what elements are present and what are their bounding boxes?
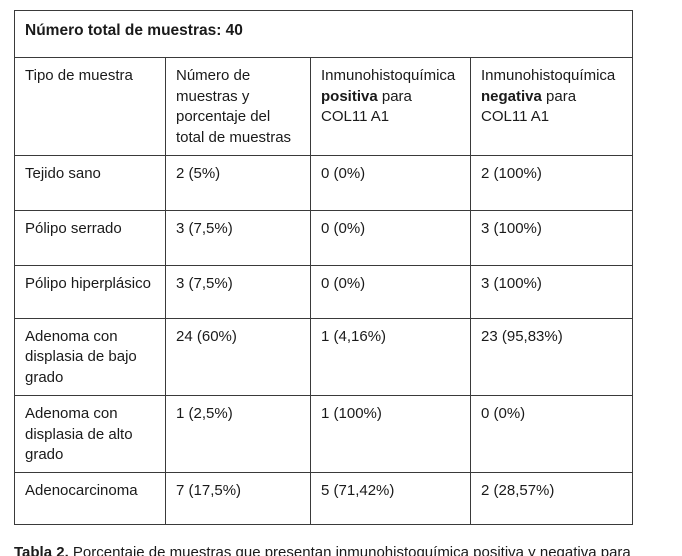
cell-muestras: 2 (5%) — [165, 154, 311, 211]
table-title-row: Número total de muestras: 40 — [14, 10, 633, 58]
table-row-tejido-sano: Tejido sano 2 (5%) 0 (0%) 2 (100%) — [14, 154, 633, 211]
cell-negativa: 3 (100%) — [470, 264, 633, 319]
cell-positiva: 0 (0%) — [310, 154, 471, 211]
cell-negativa: 3 (100%) — [470, 209, 633, 266]
table-caption: Tabla 2. Porcentaje de muestras que pres… — [14, 542, 674, 556]
cell-muestras: 3 (7,5%) — [165, 264, 311, 319]
table-header-row: Tipo de muestra Número de muestras y por… — [14, 57, 633, 156]
cell-muestras: 1 (2,5%) — [165, 394, 311, 473]
cell-muestras: 7 (17,5%) — [165, 471, 311, 525]
cell-tipo: Pólipo serrado — [14, 209, 166, 266]
cell-tipo: Adenoma con displasia de alto grado — [14, 394, 166, 473]
cell-positiva: 1 (4,16%) — [310, 317, 471, 396]
table-row-adenocarcinoma: Adenocarcinoma 7 (17,5%) 5 (71,42%) 2 (2… — [14, 471, 633, 525]
cell-negativa: 2 (100%) — [470, 154, 633, 211]
col-header-ihq-negativa: Inmunohistoquímica negativa para COL11 A… — [470, 57, 633, 156]
cell-tipo: Adenoma con displasia de bajo grado — [14, 317, 166, 396]
table-row-polipo-serrado: Pólipo serrado 3 (7,5%) 0 (0%) 3 (100%) — [14, 209, 633, 266]
cell-negativa: 0 (0%) — [470, 394, 633, 473]
results-table: Número total de muestras: 40 Tipo de mue… — [14, 10, 633, 525]
caption-label: Tabla 2. — [14, 543, 69, 556]
table-row-polipo-hiperplasico: Pólipo hiperplásico 3 (7,5%) 0 (0%) 3 (1… — [14, 264, 633, 319]
cell-positiva: 1 (100%) — [310, 394, 471, 473]
cell-muestras: 24 (60%) — [165, 317, 311, 396]
cell-tipo: Tejido sano — [14, 154, 166, 211]
cell-negativa: 23 (95,83%) — [470, 317, 633, 396]
cell-muestras: 3 (7,5%) — [165, 209, 311, 266]
cell-positiva: 0 (0%) — [310, 264, 471, 319]
col-header-numero-muestras: Número de muestras y porcentaje del tota… — [165, 57, 311, 156]
table-row-adenoma-bajo-grado: Adenoma con displasia de bajo grado 24 (… — [14, 317, 633, 396]
cell-tipo: Adenocarcinoma — [14, 471, 166, 525]
table-title: Número total de muestras: 40 — [14, 10, 633, 58]
cell-positiva: 0 (0%) — [310, 209, 471, 266]
cell-negativa: 2 (28,57%) — [470, 471, 633, 525]
col-header-ihq-positiva: Inmunohistoquímica positiva para COL11 A… — [310, 57, 471, 156]
caption-text: Porcentaje de muestras que presentan inm… — [72, 543, 631, 556]
cell-tipo: Pólipo hiperplásico — [14, 264, 166, 319]
table-row-adenoma-alto-grado: Adenoma con displasia de alto grado 1 (2… — [14, 394, 633, 473]
col-header-tipo-de-muestra: Tipo de muestra — [14, 57, 166, 156]
cell-positiva: 5 (71,42%) — [310, 471, 471, 525]
